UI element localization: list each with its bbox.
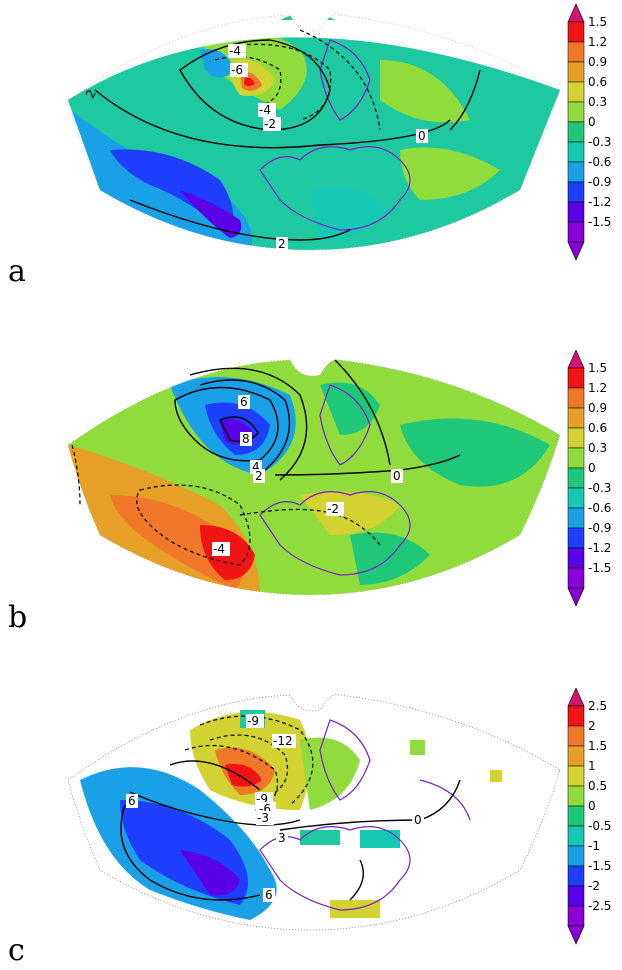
contour-labels-b: 6 8 4 2 0 -2 -4 xyxy=(212,395,403,556)
map-fan-a xyxy=(68,14,560,250)
contour-label: -3 xyxy=(257,811,269,825)
contour-label: 0 xyxy=(393,469,401,483)
contour-label: 6 xyxy=(265,888,273,902)
contour-label: -6 xyxy=(259,802,271,816)
contour-label: -9 xyxy=(256,792,268,806)
contour-labels-a: -4 -6 -4 -2 2 0 2 xyxy=(83,44,428,251)
panel-a: -4 -6 -4 -2 2 0 2 a 1.5 1.2 0.9 0.6 0.3 … xyxy=(0,0,622,325)
contour-label: -4 xyxy=(229,44,241,58)
contour-label: 6 xyxy=(240,395,248,409)
contour-label: -4 xyxy=(213,542,225,556)
map-fan-outline-c xyxy=(67,694,560,931)
contour-label: 0 xyxy=(414,813,422,827)
contour-label: -4 xyxy=(259,103,271,117)
map-c: -9 -12 -9 -6 -3 6 3 0 6 xyxy=(67,694,560,931)
contour-label: 8 xyxy=(242,432,250,446)
contour-label: 0 xyxy=(418,129,426,143)
colorbar-a xyxy=(567,4,585,261)
panel-letter-a: a xyxy=(8,254,26,289)
panel-letter-c: c xyxy=(8,933,25,968)
contour-label: -2 xyxy=(327,502,339,516)
panel-b: 6 8 4 2 0 -2 -4 b 1.5 1.2 0.9 0.6 0.3 0 … xyxy=(0,345,622,650)
contour-label: 2 xyxy=(255,469,263,483)
panel-c: -9 -12 -9 -6 -3 6 3 0 6 c 2.5 2 1.5 1 0.… xyxy=(0,680,622,970)
map-a: -4 -6 -4 -2 2 0 2 xyxy=(67,14,560,251)
colorbar-c xyxy=(567,688,585,945)
contour-label: -9 xyxy=(247,714,259,728)
contour-label: 3 xyxy=(278,831,286,845)
colorbar-b xyxy=(567,350,585,607)
contour-label: -6 xyxy=(231,63,243,77)
map-b: 6 8 4 2 0 -2 -4 xyxy=(67,359,560,596)
contour-label: -12 xyxy=(273,734,293,748)
contour-label: 6 xyxy=(128,794,136,808)
contour-label: -2 xyxy=(264,117,276,131)
panel-letter-b: b xyxy=(8,600,28,635)
contour-labels-c: -9 -12 -9 -6 -3 6 3 0 6 xyxy=(126,714,424,902)
contour-label: 2 xyxy=(278,237,286,251)
contour-label: 4 xyxy=(252,460,260,474)
